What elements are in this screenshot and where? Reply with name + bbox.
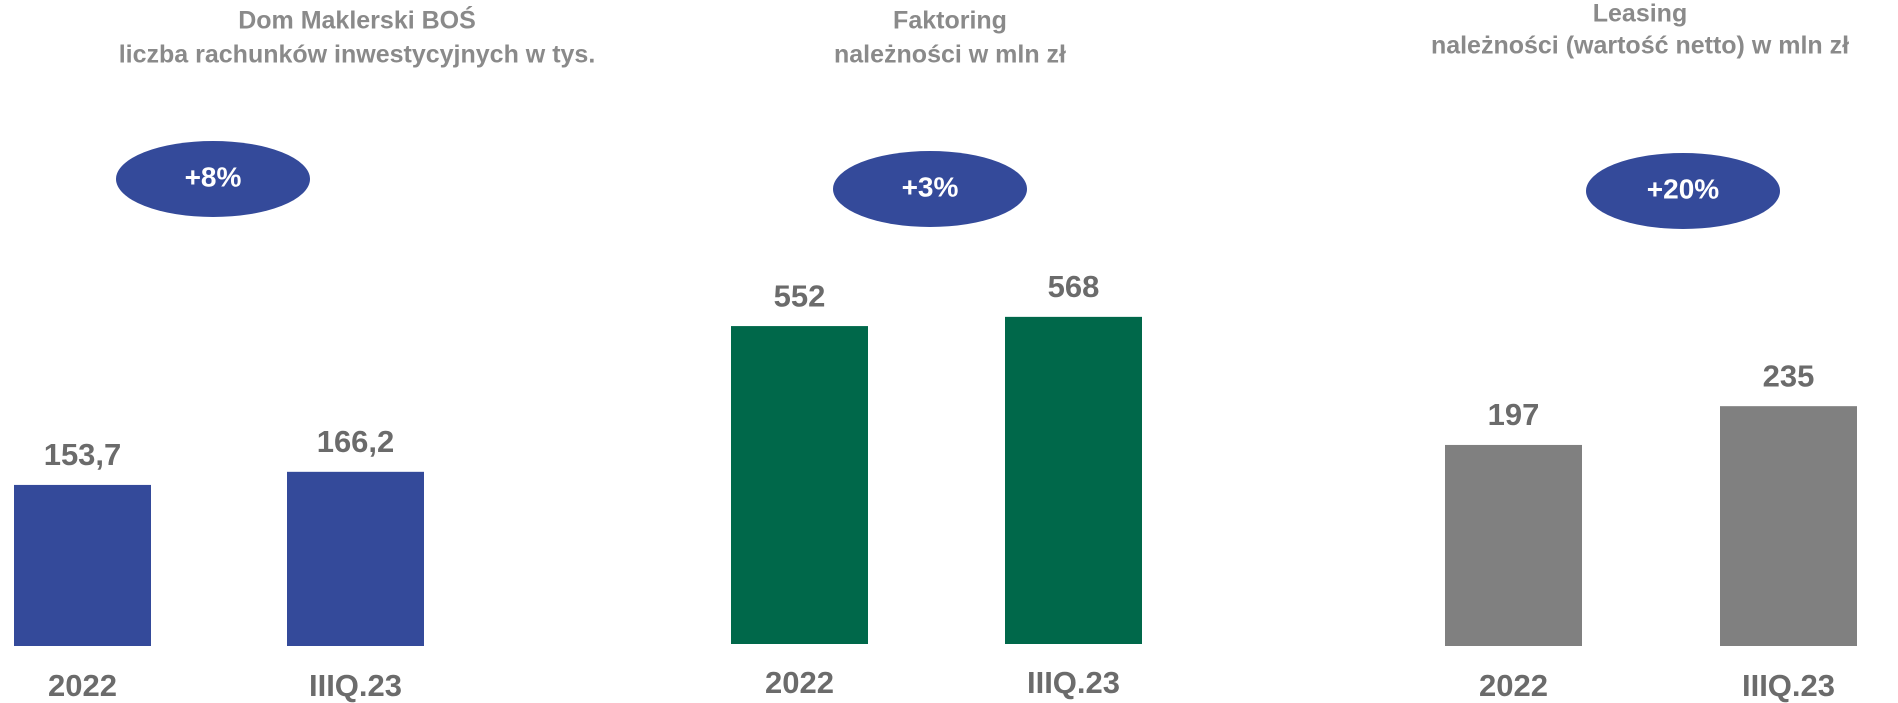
category-label: 2022: [1479, 668, 1548, 703]
growth-badge: [833, 151, 1027, 227]
growth-label: +20%: [1647, 173, 1719, 204]
chart-subtitle: należności w mln zł: [834, 41, 1066, 69]
value-label: 568: [1048, 269, 1100, 304]
category-label: IIIQ.23: [1742, 668, 1835, 703]
growth-label: +3%: [902, 171, 959, 202]
chart-title: Dom Maklerski BOŚ: [238, 5, 476, 35]
category-label: IIIQ.23: [1027, 665, 1120, 700]
bar: [14, 484, 151, 646]
bar: [1005, 316, 1142, 644]
bar: [1720, 406, 1857, 646]
value-label: 166,2: [317, 424, 395, 459]
category-label: IIIQ.23: [309, 668, 402, 703]
growth-badge: [1586, 153, 1780, 229]
value-label: 197: [1488, 397, 1540, 432]
bar: [731, 326, 868, 644]
chart-subtitle: należności (wartość netto) w mln zł: [1431, 32, 1849, 60]
value-label: 552: [774, 278, 826, 313]
chart-title: Leasing: [1593, 0, 1687, 28]
value-label: 153,7: [44, 437, 122, 472]
category-label: 2022: [765, 665, 834, 700]
chart-title: Faktoring: [893, 7, 1007, 35]
bar: [1445, 444, 1582, 646]
bar: [287, 471, 424, 646]
chart-subtitle: liczba rachunków inwestycyjnych w tys.: [119, 41, 596, 69]
growth-label: +8%: [185, 161, 242, 192]
value-label: 235: [1763, 358, 1815, 393]
category-label: 2022: [48, 668, 117, 703]
growth-badge: [116, 141, 310, 217]
